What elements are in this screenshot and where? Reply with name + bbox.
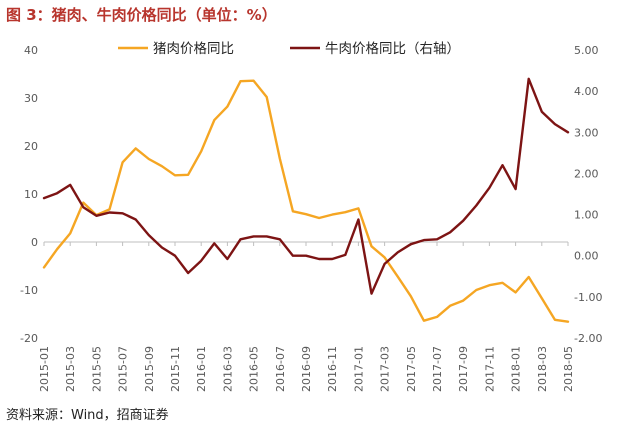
x-tick-label: 2017-07 [431, 346, 444, 392]
x-tick-label: 2016-07 [274, 346, 287, 392]
x-tick-label: 2018-03 [536, 346, 549, 392]
y-left-tick-label: -20 [20, 332, 38, 345]
x-tick-label: 2016-09 [300, 346, 313, 392]
y-left-tick-label: 30 [24, 92, 38, 105]
y-right-tick-label: -1.00 [574, 291, 602, 304]
y-right-tick-label: 0.00 [574, 250, 599, 263]
x-tick-label: 2018-01 [510, 346, 523, 392]
x-tick-label: 2017-01 [352, 346, 365, 392]
x-tick-label: 2015-03 [64, 346, 77, 392]
x-tick-label: 2017-09 [457, 346, 470, 392]
x-tick-label: 2015-01 [38, 346, 51, 392]
y-right-tick-label: 4.00 [574, 85, 599, 98]
x-tick-label: 2015-05 [90, 346, 103, 392]
series-layer [42, 77, 570, 323]
y-left-tick-label: 40 [24, 44, 38, 57]
x-tick-label: 2015-07 [117, 346, 130, 392]
y-left-tick-label: 20 [24, 140, 38, 153]
x-tick-label: 2018-05 [562, 346, 575, 392]
x-tick-label: 2015-11 [169, 346, 182, 392]
x-tick-label: 2016-05 [248, 346, 261, 392]
y-left-tick-label: 10 [24, 188, 38, 201]
y-right-tick-label: 3.00 [574, 126, 599, 139]
x-tick-label: 2016-11 [326, 346, 339, 392]
x-tick-label: 2017-05 [405, 346, 418, 392]
y-right-tick-label: 1.00 [574, 209, 599, 222]
source-note: 资料来源：Wind，招商证券 [6, 408, 169, 423]
y-right-tick-label: -2.00 [574, 332, 602, 345]
x-tick-label: 2015-09 [143, 346, 156, 392]
legend-label-pork: 猪肉价格同比 [153, 41, 234, 57]
x-tick-label: 2017-03 [379, 346, 392, 392]
y-right-tick-label: 2.00 [574, 167, 599, 180]
y-right-tick-label: 5.00 [574, 44, 599, 57]
axes-layer: -20 -10 0 10 20 30 40 -2.00 -1.00 0.00 1.00 2.00 3.0… [20, 44, 602, 392]
x-tick-label: 2016-01 [195, 346, 208, 392]
y-left-tick-label: -10 [20, 284, 38, 297]
pork-price-yoy-line [42, 79, 570, 323]
beef-price-yoy-line [42, 77, 570, 295]
legend-label-beef: 牛肉价格同比（右轴） [325, 41, 460, 57]
x-tick-label: 2016-03 [221, 346, 234, 392]
y-left-tick-label: 0 [31, 236, 38, 249]
x-tick-label: 2017-11 [483, 346, 496, 392]
legend: 猪肉价格同比 牛肉价格同比（右轴） [118, 41, 460, 57]
chart-title: 图 3：猪肉、牛肉价格同比（单位：%） [6, 6, 277, 24]
